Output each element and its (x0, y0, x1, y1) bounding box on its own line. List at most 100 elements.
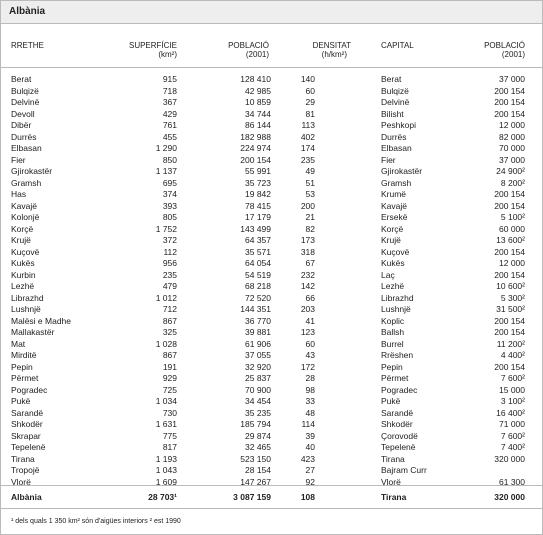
cell: 67 (305, 258, 315, 268)
cell: Lushnjë (11, 304, 41, 314)
cell: 34 744 (245, 108, 271, 119)
cell: Dibër (11, 120, 32, 130)
rule (1, 67, 542, 68)
cell: 112 (163, 246, 177, 257)
rule (1, 23, 542, 24)
cell: 1 043 (155, 465, 177, 475)
header-cell: (h/km²) (321, 50, 347, 59)
cell: 5 100² (500, 212, 525, 222)
cell: Përmet (381, 373, 409, 383)
cell: Korçë (381, 223, 404, 234)
cell: 805 (162, 212, 177, 222)
cell: Vlorë (381, 476, 401, 487)
cell: 16 400² (496, 407, 525, 418)
cell: 35 571 (245, 246, 271, 257)
cell: Ersekë (381, 212, 408, 222)
cell: 144 351 (240, 304, 271, 314)
cell: 367 (162, 97, 177, 107)
cell: 128 410 (240, 74, 271, 84)
cell: Bajram Curr (381, 465, 427, 475)
cell: 60 (305, 85, 315, 96)
cell: Krumë (381, 189, 407, 199)
cell: 695 (162, 177, 177, 188)
cell: 28 (305, 373, 315, 383)
cell: 1 028 (155, 338, 177, 349)
cell: 200 (300, 200, 315, 211)
cell: Vlorë (11, 476, 31, 487)
cell: 60 (305, 338, 315, 349)
cell: 320 000 (494, 453, 525, 464)
cell: 68 218 (245, 281, 271, 291)
cell: Delvinë (381, 97, 410, 107)
cell: 98 (305, 384, 315, 395)
cell: 712 (162, 304, 177, 314)
cell: Krujë (11, 235, 31, 245)
cell: Pogradec (381, 384, 418, 395)
cell: Krujë (381, 235, 401, 245)
cell: Malësi e Madhe (11, 315, 72, 326)
cell: Ballsh (381, 327, 405, 337)
cell: Librazhd (381, 292, 414, 303)
cell: Gramsh (11, 177, 42, 188)
cell: Bilisht (381, 108, 404, 119)
cell: Korçë (11, 223, 34, 234)
cell: 53 (305, 189, 315, 199)
cell: Bulqizë (11, 85, 39, 96)
cell: 235 (300, 154, 315, 165)
cell: 200 154 (494, 200, 525, 211)
cell: 40 (305, 442, 315, 452)
header-cell: (2001) (245, 50, 269, 59)
cell: 10 859 (245, 97, 271, 107)
cell: 915 (162, 74, 177, 84)
cell: 191 (162, 361, 177, 372)
cell: 173 (300, 235, 315, 245)
cell: 12 000 (499, 120, 525, 130)
cell: 200 154 (494, 315, 525, 326)
cell: 3 100² (500, 396, 525, 406)
cell: 42 985 (245, 85, 271, 96)
cell: Kavajë (11, 200, 37, 211)
cell: 41 (305, 315, 315, 326)
cell: 34 454 (245, 396, 271, 406)
cell: 200 154 (494, 246, 525, 257)
cell: 200 154 (494, 327, 525, 337)
cell: 182 988 (240, 131, 271, 142)
cell: 49 (305, 166, 315, 176)
cell: Pogradec (11, 384, 48, 395)
cell: 35 235 (245, 407, 271, 418)
cell: 61 906 (245, 338, 271, 349)
cell: Kuçovë (11, 246, 40, 257)
cell: 523 150 (240, 453, 271, 464)
cell: Berat (11, 74, 32, 84)
cell: 200 154 (494, 85, 525, 96)
cell: 318 (300, 246, 315, 257)
cell: Elbasan (381, 143, 412, 153)
cell: Kavajë (381, 200, 407, 211)
cell: 142 (300, 281, 315, 291)
cell: 48 (305, 407, 315, 418)
cell: Sarandë (11, 407, 44, 418)
cell: 70 000 (499, 143, 525, 153)
cell: 817 (162, 442, 177, 452)
header-cell: RRETHE (11, 41, 44, 50)
cell: 393 (162, 200, 177, 211)
cell: 1 631 (155, 419, 177, 429)
cell: 37 055 (245, 350, 271, 360)
cell: 1 609 (155, 476, 177, 487)
cell: Durrës (381, 131, 407, 142)
cell: 1 012 (155, 292, 177, 303)
cell: Çorovodë (381, 430, 418, 441)
cell: Gjirokastër (11, 166, 53, 176)
cell: 200 154 (240, 154, 271, 165)
cell: 82 000 (499, 131, 525, 142)
cell: 200 154 (494, 97, 525, 107)
cell: 39 (305, 430, 315, 441)
cell: 200 154 (494, 269, 525, 280)
cell: Berat (381, 74, 402, 84)
cell: 17 179 (245, 212, 271, 222)
cell: Shkodër (381, 419, 413, 429)
cell: Fier (11, 154, 26, 165)
cell: 64 054 (245, 258, 271, 268)
total-cell: 28 703¹ (148, 492, 177, 502)
cell: 55 991 (245, 166, 271, 176)
